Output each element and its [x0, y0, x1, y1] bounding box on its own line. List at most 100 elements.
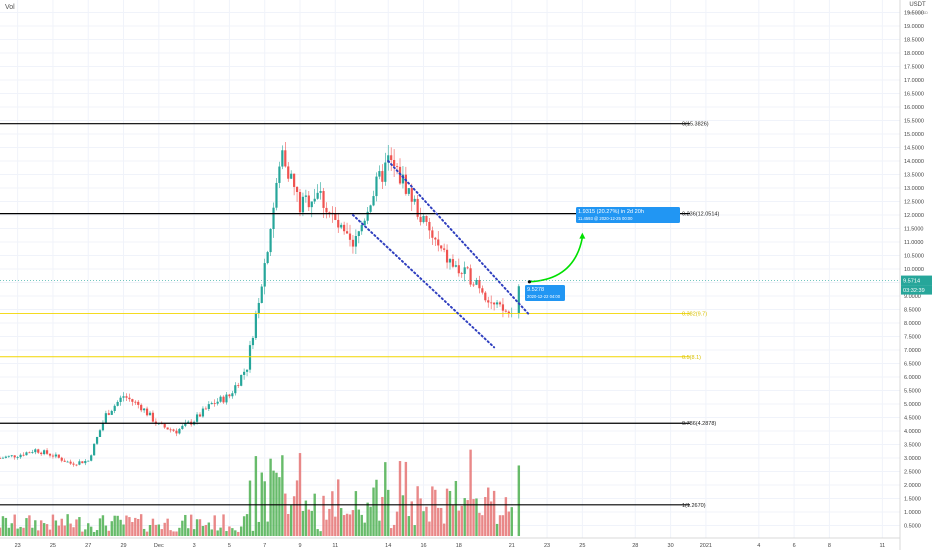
volume-bar: [428, 521, 431, 536]
candle-body: [269, 229, 272, 253]
price-tick-label: 14.5000: [904, 146, 924, 152]
candle-body: [517, 286, 520, 314]
volume-bar: [334, 516, 337, 536]
entry-marker: [527, 280, 532, 284]
candle-body: [448, 259, 452, 263]
currency-label[interactable]: USDT Tether USD: [904, 2, 931, 17]
volume-bar: [416, 486, 419, 536]
candle-body: [216, 401, 219, 404]
candle-body: [1, 457, 5, 459]
price-axis[interactable]: 0.5000 1.0000 1.5000 2.0000 2.5000 3.0000 3.50…: [899, 0, 932, 550]
time-tick-label: 11: [332, 543, 338, 549]
candle-body: [490, 302, 493, 304]
volume-bar: [195, 519, 199, 536]
candle-body: [507, 311, 510, 314]
candle-body: [501, 304, 505, 311]
candle-body: [366, 211, 369, 221]
candle-body: [34, 449, 37, 453]
candle-body: [119, 397, 122, 402]
candle-body: [145, 408, 149, 416]
volume-bar: [342, 515, 346, 536]
candle-body: [37, 449, 40, 453]
volume-bar: [181, 520, 184, 536]
candle-body: [404, 174, 407, 194]
candle-body: [0, 458, 2, 459]
candle-body: [493, 302, 496, 305]
volume-bar: [131, 522, 134, 536]
candle-body: [245, 369, 249, 372]
price-tick-label: 18.5000: [904, 38, 924, 44]
volume-bar: [422, 511, 425, 536]
volume-bar: [495, 523, 499, 536]
fib-level-label: 0.5(8.1): [682, 355, 701, 361]
volume-bar: [269, 458, 272, 536]
candle-body: [425, 216, 428, 222]
candle-body: [66, 461, 69, 463]
candle-body: [187, 421, 190, 423]
candle-body: [81, 461, 84, 464]
candle-body: [504, 310, 507, 312]
volume-bar: [254, 456, 258, 536]
candle-body: [363, 220, 366, 226]
volume-bar: [113, 515, 116, 536]
volume-bar: [63, 525, 66, 536]
fib-level-label: 0.236(12.0514): [682, 212, 719, 218]
time-tick-label: 28: [632, 543, 638, 549]
candle-body: [340, 224, 343, 228]
volume-bar: [89, 526, 93, 536]
volume-bar: [478, 512, 481, 536]
candle-body: [484, 292, 487, 301]
volume-bar: [378, 520, 381, 536]
candle-body: [295, 186, 299, 193]
candle-body: [195, 414, 199, 422]
candle-body: [184, 422, 187, 426]
candle-body: [487, 300, 490, 303]
price-tick-label: 11.5000: [904, 227, 923, 233]
volume-bar: [213, 515, 216, 536]
candle-body: [440, 245, 443, 249]
volume-bar: [51, 514, 55, 536]
volume-bar: [22, 527, 25, 536]
volume-bar: [345, 513, 349, 536]
price-tick-label: 7.5000: [904, 335, 921, 341]
volume-bar: [157, 524, 161, 536]
candle-body: [445, 249, 449, 263]
candle-body: [481, 288, 484, 293]
price-tick-label: 13.5000: [904, 173, 924, 179]
candle-body: [413, 198, 416, 202]
time-tick-label: 4: [757, 543, 760, 549]
candle-body: [43, 450, 46, 455]
candle-body: [169, 429, 172, 431]
volume-bar: [381, 496, 384, 536]
candle-body: [16, 457, 19, 459]
volume-bar: [251, 530, 255, 536]
volume-bar: [207, 522, 211, 536]
candle-body: [84, 460, 87, 464]
candle-body: [98, 430, 102, 437]
time-tick-label: 16: [420, 543, 426, 549]
candle-body: [260, 286, 263, 303]
candle-body: [301, 196, 305, 213]
volume-bar: [284, 493, 287, 536]
volume-bar: [84, 529, 87, 536]
volume-bar: [204, 524, 208, 536]
candle-body: [322, 191, 325, 208]
volume-bar: [66, 514, 69, 536]
time-axis[interactable]: 23 25 27 29 Dec 3 5 7 9 11 14 16 18 21 23 25 28 30 2021 4 6 8…: [0, 537, 900, 549]
candle-body: [393, 159, 396, 167]
candle-body: [78, 461, 81, 465]
volume-bar: [339, 508, 343, 536]
time-tick-label: 18: [456, 543, 462, 549]
candle-body: [343, 224, 346, 232]
volume-bar: [225, 531, 228, 536]
volume-bar: [28, 515, 31, 536]
candle-body: [290, 173, 293, 179]
candle-body: [87, 460, 90, 462]
volume-bar: [54, 520, 58, 536]
candle-body: [287, 166, 290, 179]
time-tick-label: 27: [85, 543, 91, 549]
candle-body: [116, 401, 119, 406]
volume-bar: [360, 514, 363, 536]
candle-body: [48, 453, 52, 456]
